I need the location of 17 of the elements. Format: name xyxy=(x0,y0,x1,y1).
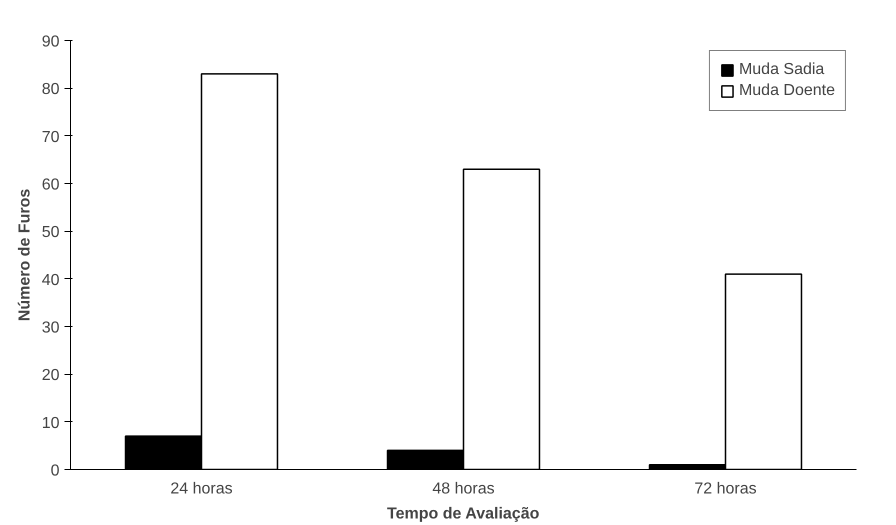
y-tick-label: 0 xyxy=(50,462,60,480)
y-axis-title: Número de Furos xyxy=(16,188,34,322)
y-tick-label: 10 xyxy=(42,414,60,432)
legend-label: Muda Doente xyxy=(738,82,835,100)
x-axis-title: Tempo de Avaliação xyxy=(387,506,540,522)
y-tick-label: 80 xyxy=(42,81,60,98)
x-tick-label: 48 horas xyxy=(432,480,495,498)
y-tick-label: 70 xyxy=(42,128,60,146)
y-tick-label: 60 xyxy=(42,176,60,194)
x-tick-label: 24 horas xyxy=(170,480,233,498)
y-tick-label: 40 xyxy=(42,272,60,289)
y-tick-label: 90 xyxy=(42,34,60,50)
x-tick-label: 72 horas xyxy=(694,480,757,498)
y-tick-label: 20 xyxy=(42,367,60,384)
y-tick-label: 30 xyxy=(42,320,60,336)
legend-label: Muda Sadia xyxy=(738,61,824,79)
y-tick-label: 50 xyxy=(42,224,60,242)
